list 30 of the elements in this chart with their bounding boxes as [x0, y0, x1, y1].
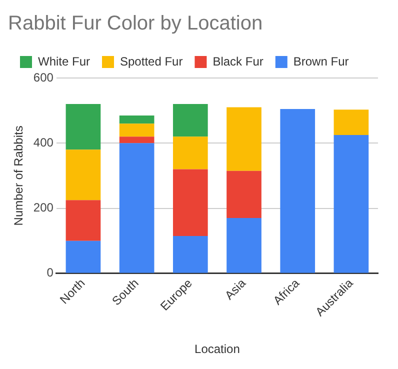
chart-title: Rabbit Fur Color by Location	[8, 12, 263, 35]
bar	[334, 110, 369, 135]
bar	[172, 236, 208, 273]
bar	[172, 136, 208, 170]
legend-label: Spotted Fur	[120, 54, 183, 68]
legend-label: White Fur	[38, 54, 90, 68]
bar	[66, 104, 101, 150]
y-axis-title: Number of Rabbits	[12, 126, 26, 226]
bar	[66, 200, 101, 241]
bar	[172, 169, 208, 236]
bar	[119, 115, 154, 124]
y-tick-label: 400	[33, 135, 54, 150]
x-axis-title: Location	[194, 342, 240, 356]
bar	[172, 104, 208, 137]
legend-label: Black Fur	[212, 54, 264, 68]
bar	[226, 218, 262, 273]
bar	[280, 108, 316, 273]
bar	[334, 134, 369, 273]
bar	[119, 124, 154, 137]
y-tick-label: 200	[33, 200, 54, 215]
y-tick-label: 600	[33, 70, 54, 84]
legend-label: Brown Fur	[293, 54, 349, 68]
bar	[66, 150, 101, 200]
bar	[119, 136, 154, 144]
y-tick-label: 0	[46, 266, 54, 280]
bar	[226, 170, 262, 218]
x-tick-label: Asia	[222, 276, 249, 302]
bar	[66, 240, 101, 273]
bar	[226, 107, 262, 171]
bar	[119, 143, 154, 273]
